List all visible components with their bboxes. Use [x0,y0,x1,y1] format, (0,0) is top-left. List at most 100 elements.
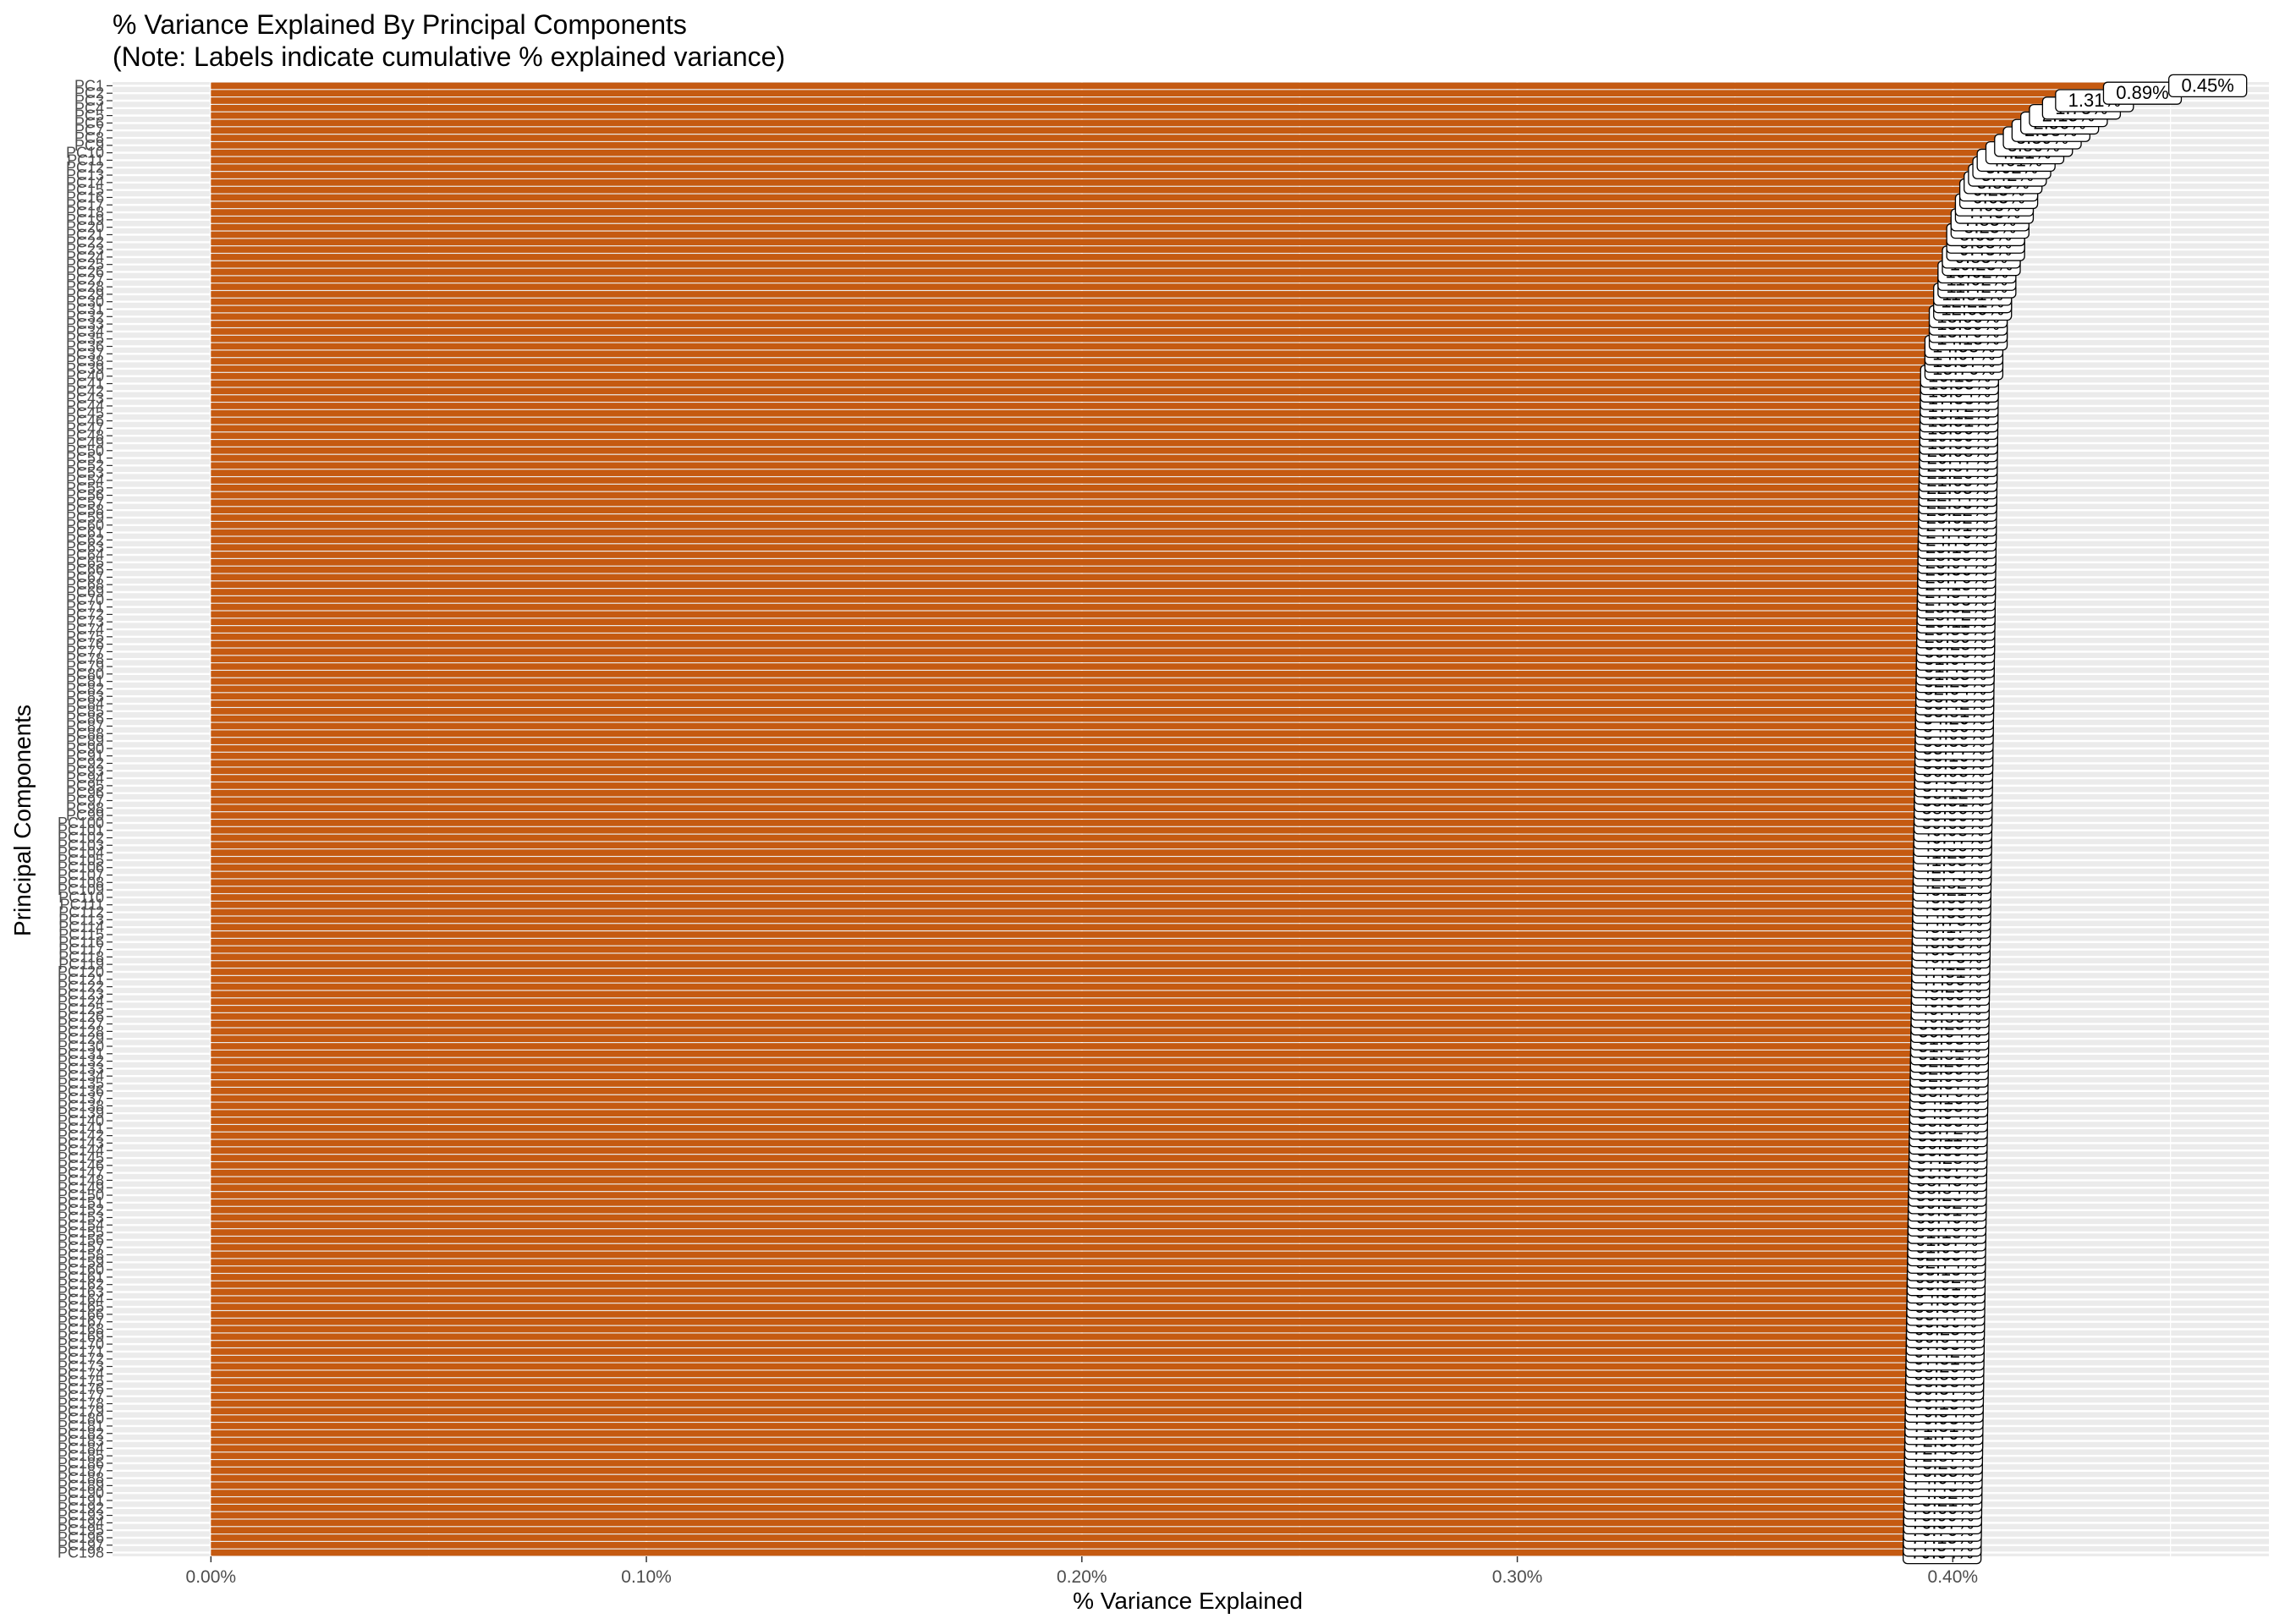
bar-pc47 [211,425,1922,432]
bar-pc75 [211,634,1919,640]
y-tick-label: PC148 [58,1171,104,1188]
bar-pc12 [211,164,1975,172]
bar-pc150 [211,1192,1910,1199]
y-tick-label: PC191 [58,1492,104,1509]
y-tick-label: PC185 [58,1447,104,1464]
y-tick-label: PC55 [66,480,104,497]
y-tick-label: PC93 [66,762,104,779]
bar-pc80 [211,671,1919,678]
y-tick-label: PC128 [58,1023,104,1040]
y-tick-label: PC109 [58,881,104,898]
bar-pc171 [211,1348,1909,1355]
bar-pc30 [211,298,1936,305]
y-tick-label: PC184 [58,1440,104,1457]
y-tick-label: PC67 [66,568,104,585]
y-tick-label: PC76 [66,636,104,653]
y-tick-label: PC36 [66,338,104,355]
y-tick-label: PC151 [58,1194,104,1211]
bar-pc66 [211,566,1920,573]
bar-pc143 [211,1139,1911,1147]
y-tick-label: PC29 [66,286,104,303]
y-tick-label: PC181 [58,1418,104,1435]
bar-pc68 [211,581,1920,589]
y-tick-label: PC47 [66,420,104,436]
bar-pc37 [211,350,1927,358]
y-tick-label: PC103 [58,837,104,853]
bar-pc126 [211,1012,1914,1020]
bar-pc41 [211,380,1923,387]
bar-pc26 [211,268,1940,276]
bar-pc23 [211,246,1949,253]
bar-pc170 [211,1341,1909,1347]
y-tick-label: PC37 [66,345,104,362]
bar-pc186 [211,1460,1907,1467]
y-tick-label: PC13 [66,167,104,184]
y-tick-label: PC23 [66,241,104,258]
bar-pc142 [211,1132,1912,1139]
y-tick-label: PC65 [66,554,104,571]
y-axis: PC1PC2PC3PC4PC5PC6PC7PC8PC9PC10PC11PC12P… [58,77,113,1561]
bar-pc57 [211,499,1921,507]
bar-pc176 [211,1385,1908,1392]
bar-pc22 [211,239,1949,246]
y-tick-label: PC98 [66,799,104,816]
y-tick-label: PC117 [58,941,104,958]
bar-pc166 [211,1311,1909,1318]
y-tick-label: PC169 [58,1328,104,1345]
y-tick-label: PC182 [58,1425,104,1442]
bar-pc180 [211,1415,1908,1422]
y-tick-label: PC107 [58,867,104,884]
bar-pc108 [211,879,1915,886]
y-tick-label: PC4 [74,100,104,117]
bar-pc157 [211,1243,1910,1251]
bar-pc182 [211,1429,1907,1437]
y-tick-label: PC75 [66,628,104,645]
bar-pc88 [211,730,1918,738]
bar-pc115 [211,931,1914,938]
bar-pc55 [211,484,1921,491]
bar-pc76 [211,640,1919,648]
y-tick-label: PC61 [66,524,104,541]
bar-pc59 [211,514,1920,521]
x-tick-label: 0.10% [621,1567,672,1587]
y-tick-label: PC135 [58,1075,104,1092]
y-tick-label: PC30 [66,294,104,310]
bar-pc149 [211,1184,1911,1192]
y-tick-label: PC183 [58,1433,104,1450]
y-tick-label: PC28 [66,278,104,295]
y-tick-label: PC129 [58,1030,104,1047]
y-tick-label: PC140 [58,1112,104,1129]
y-tick-label: PC138 [58,1097,104,1114]
bar-pc145 [211,1155,1911,1161]
y-tick-label: PC194 [58,1514,104,1531]
bar-pc53 [211,469,1921,476]
y-tick-label: PC118 [58,948,104,965]
y-tick-label: PC39 [66,360,104,377]
bar-pc4 [211,105,2045,112]
y-tick-label: PC170 [58,1336,104,1352]
y-tick-label: PC51 [66,450,104,467]
y-tick-label: PC146 [58,1157,104,1174]
bar-pc61 [211,529,1920,536]
bar-pc161 [211,1274,1909,1281]
y-tick-label: PC58 [66,502,104,518]
y-tick-label: PC31 [66,300,104,317]
y-tick-label: PC68 [66,576,104,593]
y-tick-label: PC8 [74,129,104,146]
y-tick-label: PC165 [58,1298,104,1315]
y-tick-label: PC153 [58,1209,104,1226]
y-tick-label: PC155 [58,1224,104,1241]
y-tick-label: PC125 [58,1001,104,1018]
y-tick-label: PC80 [66,666,104,683]
y-tick-label: PC178 [58,1396,104,1413]
y-tick-label: PC104 [58,844,104,861]
y-tick-label: PC34 [66,323,104,340]
y-tick-label: PC94 [66,770,104,787]
bar-pc140 [211,1117,1912,1124]
bar-pc11 [211,156,1980,164]
bar-pc156 [211,1237,1910,1243]
y-tick-label: PC122 [58,979,104,996]
chart-title: % Variance Explained By Principal Compon… [113,9,687,40]
bar-pc34 [211,328,1931,335]
